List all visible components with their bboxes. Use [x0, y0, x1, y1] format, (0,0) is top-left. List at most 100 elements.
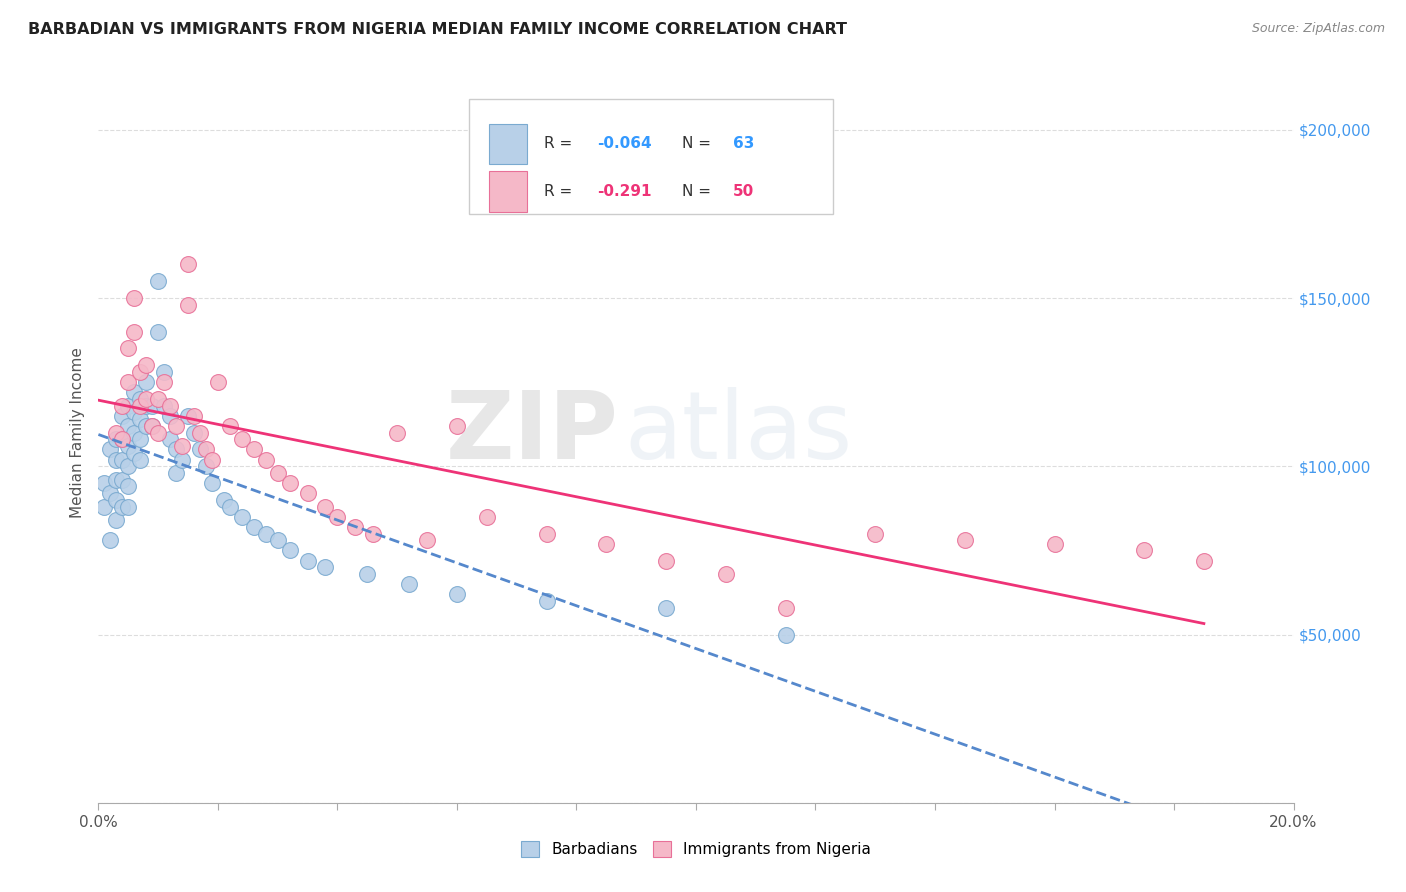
Point — [326, 509, 349, 524]
Point — [219, 500, 242, 514]
Point — [129, 392, 152, 406]
Point — [148, 425, 170, 440]
Point — [124, 291, 146, 305]
Point — [655, 600, 678, 615]
Point — [165, 442, 187, 457]
Legend: Barbadians, Immigrants from Nigeria: Barbadians, Immigrants from Nigeria — [516, 837, 876, 862]
Point — [953, 533, 976, 548]
Point — [195, 459, 218, 474]
Point — [207, 375, 229, 389]
Point — [188, 425, 211, 440]
Point — [183, 409, 205, 423]
Point — [129, 399, 152, 413]
Point — [111, 409, 134, 423]
Point — [124, 446, 146, 460]
Point — [254, 526, 277, 541]
Text: 63: 63 — [733, 136, 755, 152]
Point — [117, 418, 139, 433]
Point — [105, 513, 128, 527]
Text: N =: N = — [682, 184, 716, 199]
Point — [135, 418, 157, 433]
Point — [105, 425, 128, 440]
Point — [475, 509, 498, 524]
Point — [153, 365, 176, 379]
Point — [117, 342, 139, 356]
Point — [1192, 553, 1215, 567]
Point — [141, 399, 163, 413]
Point — [111, 500, 134, 514]
Point — [1043, 536, 1066, 550]
Point — [141, 418, 163, 433]
Point — [129, 452, 152, 467]
Point — [124, 385, 146, 400]
Point — [655, 553, 678, 567]
Point — [356, 566, 378, 581]
Point — [148, 274, 170, 288]
Point — [111, 433, 134, 447]
Point — [398, 577, 420, 591]
Text: BARBADIAN VS IMMIGRANTS FROM NIGERIA MEDIAN FAMILY INCOME CORRELATION CHART: BARBADIAN VS IMMIGRANTS FROM NIGERIA MED… — [28, 22, 848, 37]
Point — [93, 500, 115, 514]
Point — [135, 399, 157, 413]
Text: atlas: atlas — [624, 386, 852, 479]
Point — [775, 600, 797, 615]
Point — [129, 365, 152, 379]
Y-axis label: Median Family Income: Median Family Income — [69, 347, 84, 518]
Point — [254, 452, 277, 467]
Point — [129, 433, 152, 447]
Point — [117, 439, 139, 453]
Point — [98, 486, 122, 500]
Point — [195, 442, 218, 457]
Point — [117, 479, 139, 493]
Point — [111, 473, 134, 487]
Point — [117, 500, 139, 514]
Point — [148, 325, 170, 339]
Point — [297, 553, 319, 567]
Point — [148, 392, 170, 406]
Point — [129, 412, 152, 426]
Point — [595, 536, 617, 550]
Point — [111, 399, 134, 413]
Point — [159, 433, 181, 447]
Point — [105, 452, 128, 467]
Point — [267, 533, 290, 548]
Point — [117, 399, 139, 413]
Point — [105, 473, 128, 487]
Point — [865, 526, 887, 541]
Point — [111, 452, 134, 467]
Text: -0.291: -0.291 — [596, 184, 651, 199]
Point — [188, 442, 211, 457]
Point — [212, 492, 235, 507]
Point — [93, 476, 115, 491]
Point — [278, 543, 301, 558]
FancyBboxPatch shape — [489, 124, 527, 164]
Point — [315, 500, 337, 514]
Point — [177, 257, 200, 271]
Point — [201, 476, 224, 491]
Point — [124, 405, 146, 419]
Point — [177, 298, 200, 312]
Point — [135, 359, 157, 373]
Point — [172, 439, 194, 453]
Point — [124, 325, 146, 339]
Text: -0.064: -0.064 — [596, 136, 651, 152]
Point — [416, 533, 439, 548]
Text: R =: R = — [544, 136, 578, 152]
Point — [243, 520, 266, 534]
Point — [165, 418, 187, 433]
Point — [141, 418, 163, 433]
Point — [98, 442, 122, 457]
Point — [153, 375, 176, 389]
Text: R =: R = — [544, 184, 578, 199]
Point — [98, 533, 122, 548]
Point — [446, 587, 468, 601]
Point — [124, 425, 146, 440]
Point — [243, 442, 266, 457]
Point — [231, 433, 253, 447]
Point — [159, 399, 181, 413]
Point — [536, 594, 558, 608]
Point — [172, 452, 194, 467]
Point — [159, 409, 181, 423]
Point — [231, 509, 253, 524]
Text: ZIP: ZIP — [446, 386, 619, 479]
